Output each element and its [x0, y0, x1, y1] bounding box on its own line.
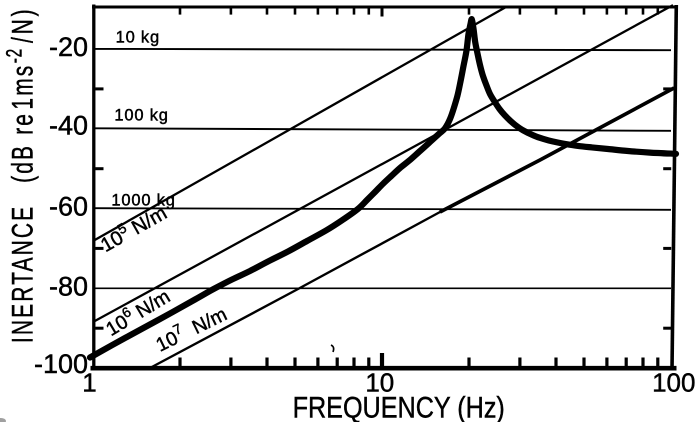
- svg-text:10 kg: 10 kg: [116, 28, 160, 46]
- svg-text:100: 100: [652, 368, 695, 398]
- svg-text:FREQUENCY (Hz): FREQUENCY (Hz): [293, 390, 505, 422]
- svg-text:1: 1: [82, 367, 96, 397]
- svg-text:1000 kg: 1000 kg: [111, 192, 175, 210]
- svg-text:-100: -100: [34, 349, 88, 379]
- svg-text:10: 10: [365, 368, 394, 398]
- svg-text:100 kg: 100 kg: [114, 107, 168, 125]
- svg-text:-60: -60: [49, 191, 88, 221]
- svg-text:-80: -80: [49, 271, 88, 301]
- svg-text:-40: -40: [49, 110, 88, 140]
- svg-text:-20: -20: [49, 32, 88, 62]
